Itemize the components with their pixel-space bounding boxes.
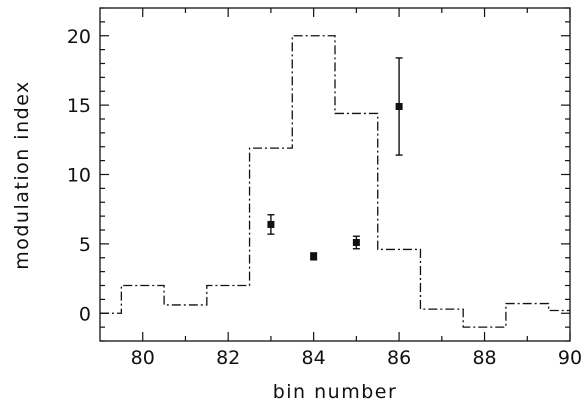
step-line [100, 35, 570, 328]
data-point [352, 238, 360, 246]
y-tick-label: 20 [67, 26, 91, 48]
plot-area [100, 35, 570, 328]
y-tick-label: 5 [79, 234, 91, 256]
axis-ticks: 80 82 84 86 88 90 0 5 10 15 20 [67, 7, 582, 369]
x-tick-label: 82 [216, 347, 240, 369]
y-tick-label: 10 [67, 165, 91, 187]
data-point [395, 103, 403, 111]
x-tick-label: 80 [131, 347, 155, 369]
x-tick-label: 84 [302, 347, 326, 369]
data-point [267, 220, 275, 228]
x-tick-label: 88 [472, 347, 496, 369]
x-axis-title: bin number [273, 381, 398, 403]
y-tick-label: 15 [67, 95, 91, 117]
y-tick-label: 0 [79, 303, 91, 325]
data-point [310, 252, 318, 260]
y-axis-title: modulation index [11, 80, 33, 270]
x-tick-label: 90 [558, 347, 582, 369]
x-tick-label: 86 [387, 347, 411, 369]
